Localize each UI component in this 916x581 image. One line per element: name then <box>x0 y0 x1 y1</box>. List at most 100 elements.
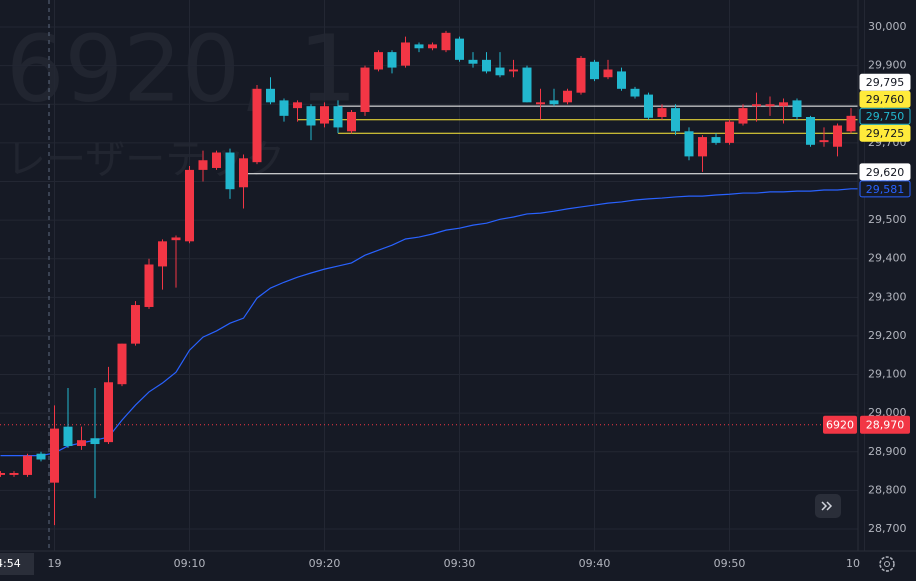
candle-body <box>63 426 73 446</box>
candle-body <box>509 69 518 72</box>
scroll-button[interactable] <box>815 494 841 518</box>
candle-body <box>671 108 680 132</box>
candle-body <box>104 382 113 443</box>
candle-body <box>806 116 815 145</box>
price-tag-label: 29,795 <box>866 76 905 89</box>
candle-body <box>0 473 5 475</box>
candle-body <box>374 52 383 70</box>
candle-body <box>603 69 613 78</box>
price-tag-label: 29,760 <box>866 93 905 106</box>
candle-body <box>225 152 235 190</box>
price-tag-label: 29,620 <box>866 166 905 179</box>
x-tick-label: 09:50 <box>714 557 746 570</box>
candle-body <box>401 42 410 66</box>
x-tick-label: 19 <box>48 557 62 570</box>
candle-body <box>590 61 599 80</box>
candle-body <box>198 160 208 170</box>
candle-body <box>563 90 572 103</box>
candle-body <box>819 140 829 143</box>
y-tick-label: 28,900 <box>868 445 907 458</box>
candle-body <box>576 57 586 93</box>
grid <box>0 0 865 551</box>
price-tag-label: 29,725 <box>866 127 905 140</box>
candle-body <box>347 111 356 132</box>
watermark-subtitle: レーザーテック <box>6 137 285 183</box>
candle-body <box>144 264 154 307</box>
price-tag <box>860 415 910 434</box>
settings-icon-center <box>884 561 890 567</box>
candle-body <box>536 102 545 105</box>
candle-body <box>468 59 478 64</box>
candle-body <box>428 44 437 49</box>
candle-body <box>792 100 802 117</box>
candle-body <box>158 241 167 267</box>
y-tick-label: 29,400 <box>868 252 907 265</box>
candle-body <box>684 131 694 157</box>
price-tag <box>859 107 911 125</box>
y-tick-label: 29,300 <box>868 290 907 303</box>
y-tick-label: 29,200 <box>868 329 907 342</box>
candle-body <box>549 100 559 105</box>
scroll-button-bg[interactable] <box>815 494 841 518</box>
candle-body <box>320 106 329 124</box>
price-tag <box>859 163 911 181</box>
candle-body <box>455 38 464 60</box>
candle-body <box>482 59 491 72</box>
candle-body <box>738 108 748 124</box>
price-tag-label: 28,970 <box>866 419 905 432</box>
x-tick-label: 10 <box>846 557 860 570</box>
axes: 28,70028,80028,90029,00029,10029,20029,3… <box>48 20 911 570</box>
x-tick-label: 09:40 <box>579 557 611 570</box>
candle-body <box>117 343 127 385</box>
candle-body <box>279 100 289 116</box>
candle-body <box>212 152 221 168</box>
candle-body <box>752 104 761 107</box>
candle-body <box>698 137 707 157</box>
y-tick-label: 29,900 <box>868 59 907 72</box>
candle-body <box>9 473 19 475</box>
y-tick-label: 30,000 <box>868 20 907 33</box>
candle-body <box>266 88 275 103</box>
candle-body <box>846 115 856 132</box>
y-tick-label: 29,100 <box>868 368 907 381</box>
candle-body <box>333 106 343 128</box>
price-tag <box>859 90 911 108</box>
candle-body <box>23 455 32 475</box>
average-line <box>0 188 858 457</box>
plot-area <box>0 30 858 526</box>
candle-body <box>441 32 451 51</box>
price-tag <box>859 73 911 91</box>
candle-body <box>779 102 788 107</box>
candle-body <box>711 137 721 143</box>
crosshair-label: 4:54 <box>0 557 21 570</box>
candle-body <box>414 44 424 49</box>
symbol-tag-label: 6920 <box>826 419 854 432</box>
candle-body <box>387 52 397 68</box>
price-tag-label: 29,750 <box>866 110 905 123</box>
y-tick-label: 28,800 <box>868 483 907 496</box>
candle-body <box>630 88 640 97</box>
candle-body <box>644 94 653 118</box>
price-tag <box>859 124 911 142</box>
candle-body <box>90 438 100 445</box>
candle-body <box>495 67 505 76</box>
candle-body <box>306 106 316 126</box>
settings-button[interactable] <box>879 556 895 572</box>
candle-body <box>185 169 194 242</box>
y-tick-label: 28,700 <box>868 522 907 535</box>
settings-icon[interactable] <box>879 556 895 572</box>
candle-body <box>617 71 626 89</box>
x-tick-label: 09:20 <box>309 557 341 570</box>
x-tick-label: 09:10 <box>174 557 206 570</box>
crosshair-tag <box>0 553 34 575</box>
candle-body <box>765 104 775 107</box>
candle-body <box>522 67 532 103</box>
x-tick-label: 09:30 <box>444 557 476 570</box>
candle-body <box>360 67 370 112</box>
candle-body <box>77 440 86 446</box>
price-tag <box>859 180 911 198</box>
candle-body <box>131 305 140 344</box>
watermark-title: 6920, 1 <box>6 15 357 122</box>
candle-body <box>833 125 842 147</box>
